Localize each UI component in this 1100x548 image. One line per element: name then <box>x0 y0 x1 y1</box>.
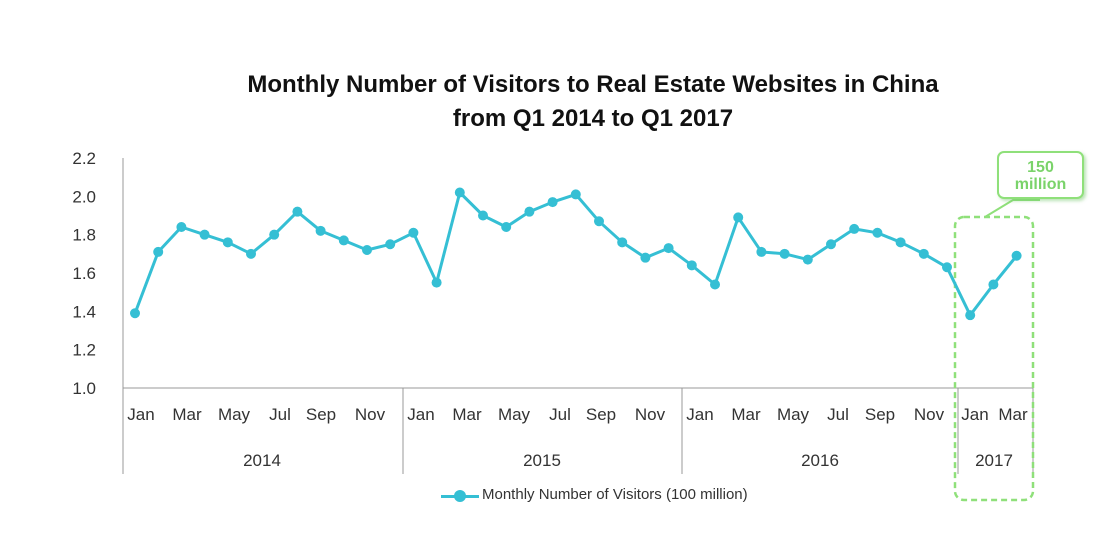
data-point <box>594 216 604 227</box>
data-point <box>292 206 303 217</box>
x-year-label: 2016 <box>801 451 839 470</box>
x-year-label: 2017 <box>975 451 1013 470</box>
data-point <box>338 235 349 246</box>
data-point <box>918 248 929 259</box>
data-point <box>849 223 860 234</box>
data-point <box>617 237 628 248</box>
x-tick-label: May <box>777 405 810 424</box>
y-tick-label: 2.2 <box>72 149 96 168</box>
data-point <box>431 277 442 288</box>
data-point <box>524 206 535 217</box>
data-point <box>362 245 372 255</box>
callout-150-million: 150 million <box>997 151 1084 199</box>
data-point <box>454 187 465 198</box>
data-point <box>710 279 720 290</box>
x-tick-label: Jul <box>827 405 849 424</box>
data-point <box>640 252 651 263</box>
data-point <box>153 246 164 257</box>
data-point <box>988 279 999 290</box>
x-tick-label: Jul <box>269 405 291 424</box>
x-tick-label: Nov <box>355 405 386 424</box>
x-tick-label: Jan <box>407 405 434 424</box>
x-year-label: 2015 <box>523 451 561 470</box>
data-point <box>501 222 512 232</box>
y-tick-label: 2.0 <box>72 187 96 206</box>
data-point <box>942 262 952 273</box>
x-tick-label: Sep <box>306 405 336 424</box>
data-point <box>222 237 233 248</box>
x-tick-label: Jul <box>549 405 571 424</box>
data-point <box>802 254 813 265</box>
data-point <box>199 229 210 240</box>
data-point <box>130 308 140 319</box>
chart-title-line1: Monthly Number of Visitors to Real Estat… <box>247 71 939 98</box>
data-point <box>872 227 883 238</box>
x-year-label: 2014 <box>243 451 281 470</box>
data-point <box>663 243 674 254</box>
y-tick-label: 1.2 <box>72 341 96 360</box>
series-visitors <box>130 187 1022 321</box>
data-point <box>1011 250 1022 261</box>
data-point <box>176 222 187 232</box>
x-tick-label: Jan <box>961 405 988 424</box>
x-tick-label: Nov <box>914 405 945 424</box>
x-tick-label: Sep <box>865 405 895 424</box>
data-point <box>246 248 256 259</box>
callout-value: 150 <box>1027 159 1054 176</box>
callout-unit: million <box>1014 176 1067 193</box>
data-point <box>826 239 836 250</box>
x-tick-label: May <box>218 405 251 424</box>
callout-pointer <box>984 199 1040 218</box>
y-axis-ticks: 1.0 1.2 1.4 1.6 1.8 2.0 2.2 <box>72 149 96 398</box>
data-point <box>478 210 488 221</box>
x-axis-year-labels: 2014 2015 2016 2017 <box>243 451 1013 470</box>
data-point <box>733 212 744 223</box>
x-tick-label: Mar <box>172 405 202 424</box>
x-tick-label: Mar <box>452 405 482 424</box>
chart-title: Monthly Number of Visitors to Real Estat… <box>0 68 1100 136</box>
legend-marker-icon <box>454 490 466 502</box>
data-point <box>756 246 767 257</box>
data-point <box>895 237 906 248</box>
x-axis-ticks: Jan Mar May Jul Sep Nov Jan Mar May Jul Sep Nov Jan M… <box>127 405 1028 424</box>
highlight-box-2017 <box>953 199 1040 502</box>
y-tick-label: 1.4 <box>72 302 96 321</box>
highlight-dashed-box <box>953 215 1035 502</box>
x-tick-label: Jan <box>127 405 154 424</box>
axes <box>122 158 1034 474</box>
data-point <box>779 248 790 259</box>
y-tick-label: 1.8 <box>72 226 96 245</box>
x-tick-label: Jan <box>686 405 713 424</box>
y-tick-label: 1.0 <box>72 379 96 398</box>
data-point <box>269 229 280 240</box>
series-line <box>133 191 1018 317</box>
x-tick-label: Nov <box>635 405 666 424</box>
legend-label: Monthly Number of Visitors (100 million) <box>482 486 748 503</box>
data-point <box>686 260 697 271</box>
data-point <box>570 189 581 200</box>
x-tick-label: Mar <box>998 405 1028 424</box>
data-point <box>315 225 326 236</box>
data-point <box>408 227 419 238</box>
data-point <box>965 310 976 321</box>
x-tick-label: Mar <box>731 405 761 424</box>
y-tick-label: 1.6 <box>72 264 96 283</box>
data-point <box>547 197 558 208</box>
chart-title-line2: from Q1 2014 to Q1 2017 <box>452 105 734 132</box>
data-point <box>385 239 396 250</box>
x-tick-label: Sep <box>586 405 616 424</box>
x-tick-label: May <box>498 405 531 424</box>
